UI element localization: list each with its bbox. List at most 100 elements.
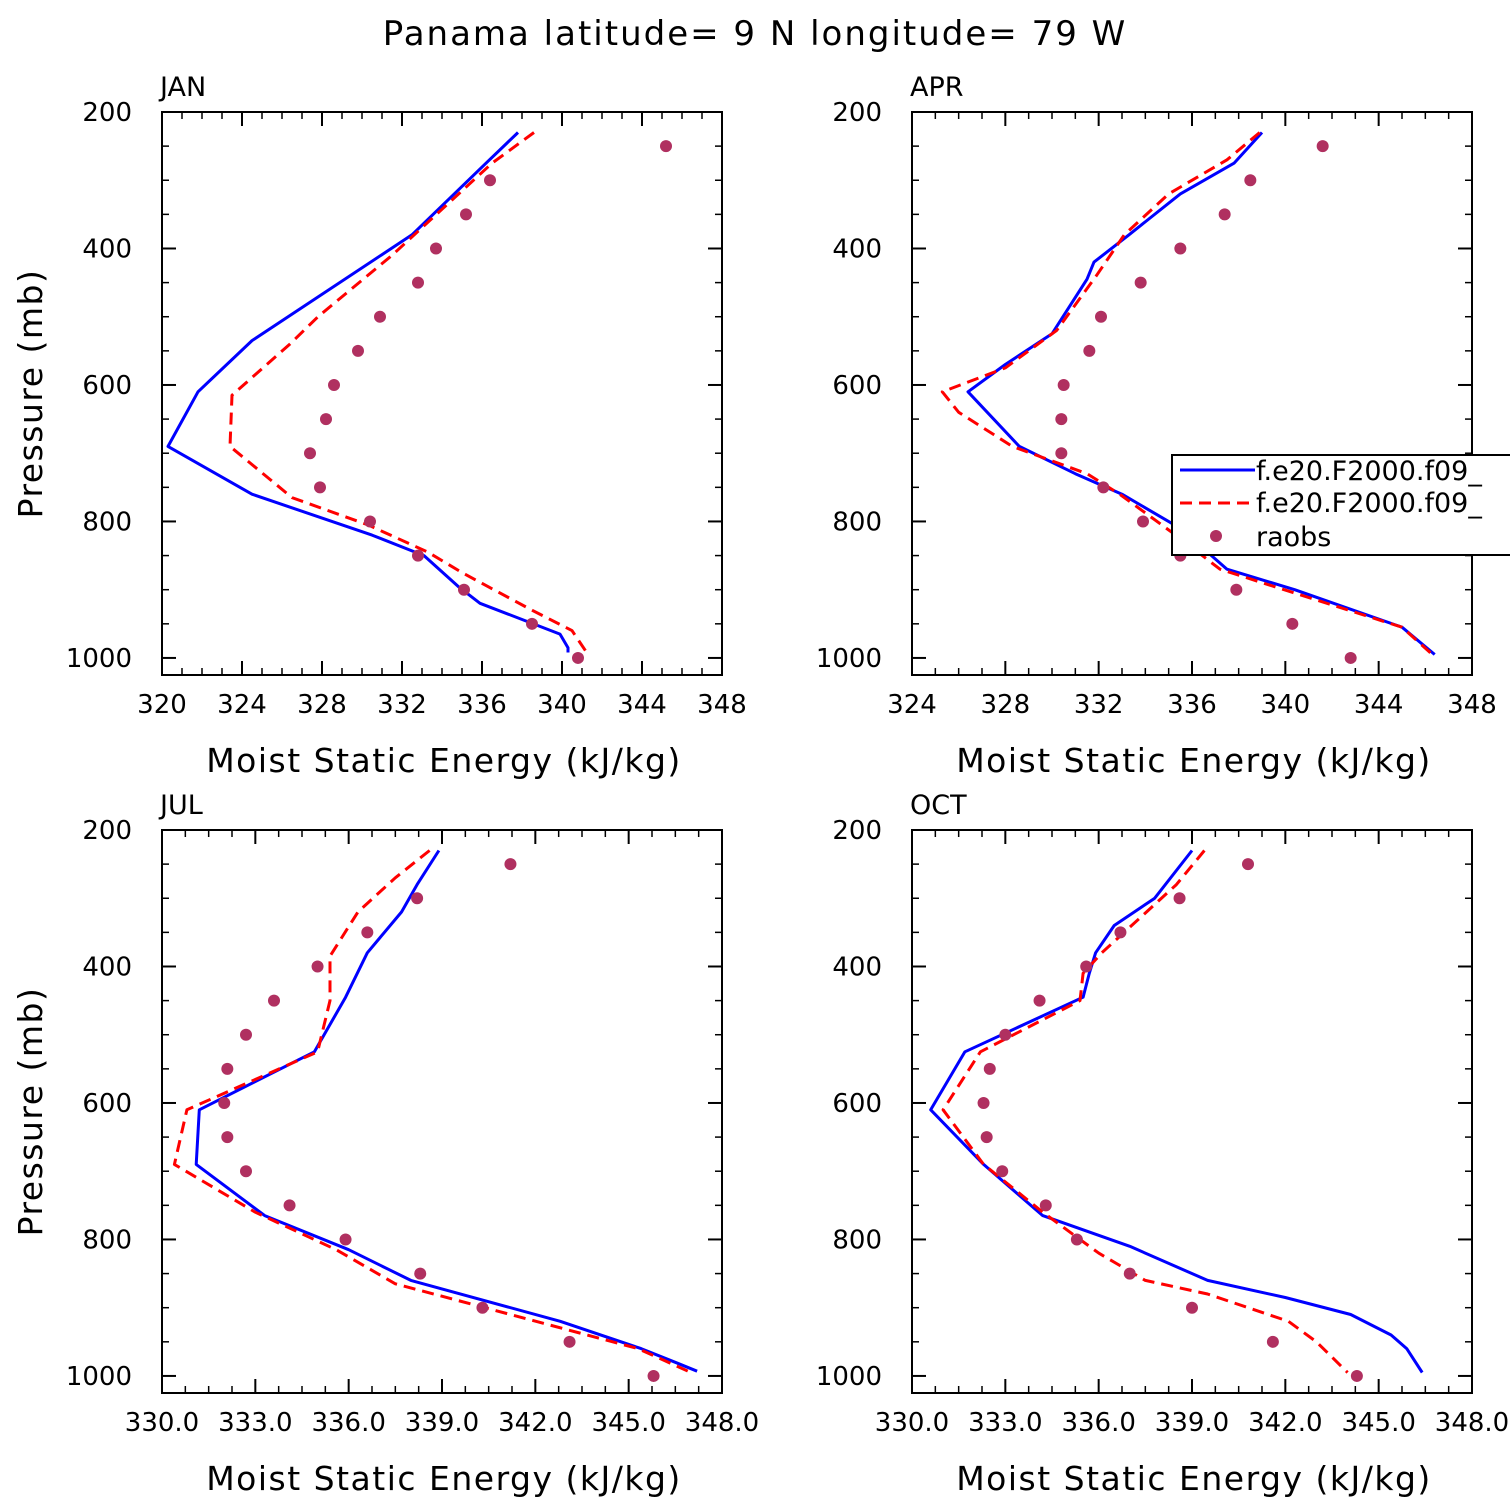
x-tick-label: 348.0 [685,1408,759,1438]
panel-jul: JUL 330.0 333.0 336.0 339.0 342.0 345.0 348.0 20… [11,790,759,1498]
raobs-point [304,447,316,460]
panel-title: OCT [910,790,967,821]
x-tick-label: 348.0 [1435,1408,1509,1438]
panel-apr: APR 324 328 332 336 340 344 348 200 400 600 800 1000… [816,72,1497,780]
raobs-point [1114,926,1127,939]
y-tick-label: 800 [832,507,882,537]
raobs-point [999,1028,1012,1041]
raobs-point [1033,994,1046,1007]
raobs-point [240,1028,252,1041]
raobs-point [1080,960,1093,973]
series-line-solid [194,849,698,1373]
y-tick-label: 200 [82,98,132,128]
panel-title: APR [910,72,964,103]
raobs-point [460,208,472,221]
raobs-point [1134,276,1147,289]
x-tick-label: 328 [297,690,347,720]
legend-swatch-marker [1210,530,1222,542]
x-tick-label: 336.0 [311,1408,385,1438]
x-tick-label: 333.0 [218,1408,292,1438]
y-tick-label: 400 [832,234,882,264]
y-tick-label: 1000 [816,1362,882,1392]
x-tick-label: 336 [1167,690,1217,720]
raobs-point [1039,1199,1052,1212]
x-tick-label: 324 [887,690,937,720]
raobs-point [328,378,340,391]
raobs-point [283,1199,296,1212]
raobs-point [563,1335,576,1348]
raobs-point [314,481,326,494]
raobs-point [1218,208,1231,221]
x-tick-label: 332 [1074,690,1124,720]
raobs-point [268,994,280,1007]
raobs-point [430,242,442,255]
raobs-point [1095,310,1107,323]
raobs-point [1070,1233,1083,1246]
raobs-point [221,1131,234,1144]
panel-title: JUL [158,790,203,821]
raobs-point [1057,378,1070,391]
raobs-point [504,858,517,871]
raobs-point [1137,515,1149,528]
figure-title: Panama latitude= 9 N longitude= 79 W [383,14,1128,54]
raobs-point [339,1233,352,1246]
raobs-point [484,174,496,187]
series-line-solid [966,131,1436,656]
x-tick-label: 342.0 [498,1408,572,1438]
raobs-point [1055,413,1068,426]
raobs-point [1186,1301,1198,1314]
raobs-point [1344,651,1357,664]
x-tick-label: 340 [1261,690,1311,720]
raobs-point [980,1131,993,1144]
raobs-point [1350,1369,1363,1382]
y-tick-label: 200 [832,816,882,846]
y-tick-label: 1000 [66,644,132,674]
y-tick-label: 400 [832,952,882,982]
x-tick-label: 348 [697,690,747,720]
panel-oct: OCT 330.0 333.0 336.0 339.0 342.0 345.0 348.0 20… [816,790,1509,1498]
y-tick-label: 800 [82,1225,132,1255]
series-line-dashed [940,131,1434,656]
series-line-dashed [172,849,692,1374]
x-tick-label: 330.0 [875,1408,949,1438]
panel-jan: JAN 320 324 328 332 336 340 344 348 200 400 600 800 1… [11,72,747,780]
x-tick-label: 330.0 [125,1408,199,1438]
raobs-point [364,515,376,528]
raobs-point [412,276,424,289]
raobs-point [414,1267,427,1280]
raobs-point [320,413,332,426]
x-tick-label: 344 [617,690,667,720]
x-tick-label: 324 [217,690,267,720]
legend-label-raobs: raobs [1256,522,1331,553]
x-tick-label: 342.0 [1248,1408,1322,1438]
legend: f.e20.F2000.f09_ f.e20.F2000.f09_ raobs [1171,454,1510,556]
raobs-point [1266,1335,1279,1348]
raobs-point [412,549,424,562]
raobs-point [977,1096,990,1109]
x-tick-label: 333.0 [968,1408,1042,1438]
raobs-point [572,651,584,664]
x-tick-label: 339.0 [405,1408,479,1438]
raobs-point [1055,447,1068,460]
panel-title: JAN [158,72,206,103]
y-tick-label: 400 [82,952,132,982]
raobs-point [1173,892,1186,905]
x-tick-label: 336.0 [1061,1408,1135,1438]
y-tick-label: 600 [82,1089,132,1119]
raobs-point [1316,140,1329,153]
legend-label-dashed: f.e20.F2000.f09_ [1256,488,1482,519]
legend-box [1171,454,1510,556]
y-tick-label: 800 [82,507,132,537]
x-axis-label: Moist Static Energy (kJ/kg) [956,741,1432,780]
raobs-point [660,140,672,153]
x-tick-label: 320 [137,690,187,720]
raobs-point [1097,481,1110,494]
raobs-point [476,1301,489,1314]
raobs-point [352,344,364,357]
raobs-point [1123,1267,1136,1280]
y-tick-label: 200 [832,98,882,128]
x-tick-label: 345.0 [591,1408,665,1438]
y-tick-label: 200 [82,816,132,846]
series-line-solid [929,849,1424,1374]
